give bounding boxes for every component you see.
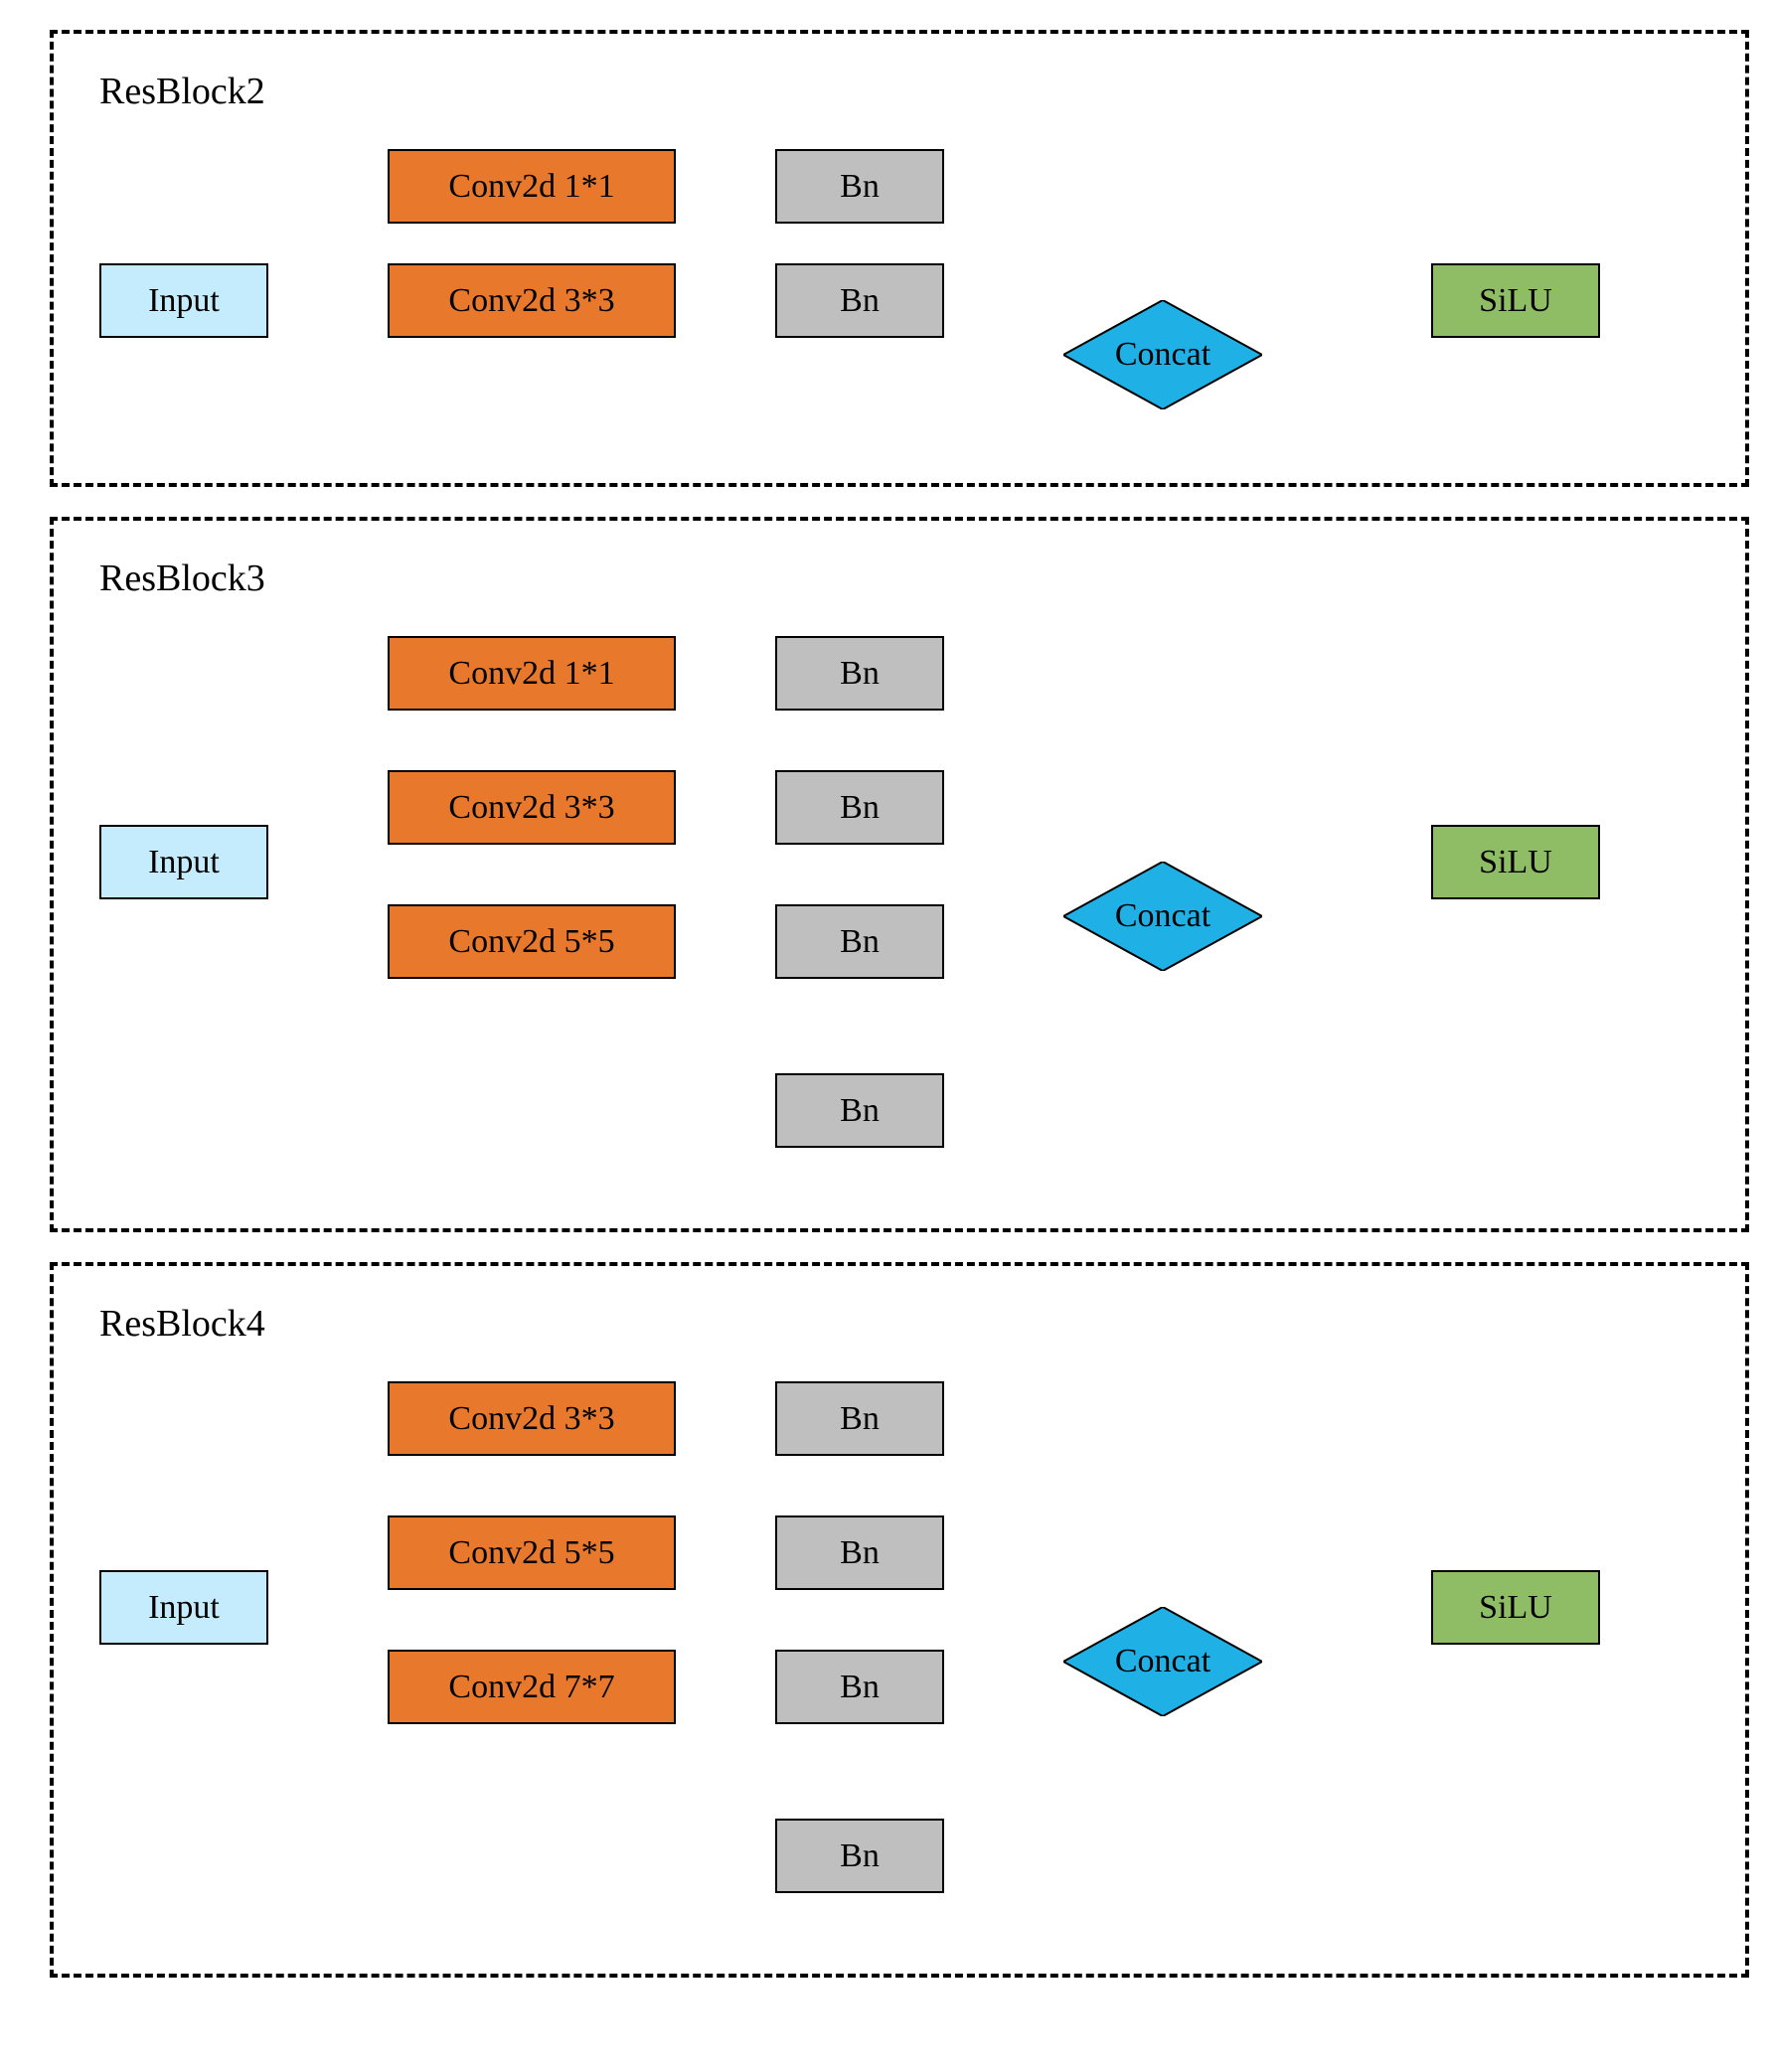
resblock4-bn-1: Bn — [775, 1515, 944, 1590]
resblock2-panel — [50, 30, 1749, 487]
resblock4-concat: Concat — [1063, 1607, 1262, 1716]
resblock4-input: Input — [99, 1570, 268, 1645]
resblock3-title: ResBlock3 — [99, 557, 265, 600]
resblock3-input: Input — [99, 825, 268, 899]
resblock4-conv-0: Conv2d 3*3 — [388, 1381, 676, 1456]
resblock4-conv-2: Conv2d 7*7 — [388, 1650, 676, 1724]
resblock4-bn-skip: Bn — [775, 1819, 944, 1893]
resblock3-silu: SiLU — [1431, 825, 1600, 899]
resblock4-bn-0: Bn — [775, 1381, 944, 1456]
resblock2-silu: SiLU — [1431, 263, 1600, 338]
resblock3-conv-2: Conv2d 5*5 — [388, 904, 676, 979]
resblock2-input: Input — [99, 263, 268, 338]
resblock3-bn-skip: Bn — [775, 1073, 944, 1148]
resblock4-silu: SiLU — [1431, 1570, 1600, 1645]
resblock3-concat: Concat — [1063, 862, 1262, 971]
resblock4-conv-1: Conv2d 5*5 — [388, 1515, 676, 1590]
resblock2-title: ResBlock2 — [99, 70, 265, 113]
resblock2-conv-1: Conv2d 3*3 — [388, 263, 676, 338]
resblock2-conv-0: Conv2d 1*1 — [388, 149, 676, 224]
resblock4-title: ResBlock4 — [99, 1302, 265, 1346]
resblock4-bn-2: Bn — [775, 1650, 944, 1724]
resblock2-concat: Concat — [1063, 300, 1262, 409]
diagram-canvas: ResBlock2 Input Conv2d 1*1 Bn Conv2d 3*3 Bn C… — [20, 20, 1772, 2052]
resblock2-bn-1: Bn — [775, 263, 944, 338]
resblock2-bn-0: Bn — [775, 149, 944, 224]
resblock3-conv-1: Conv2d 3*3 — [388, 770, 676, 845]
resblock3-bn-0: Bn — [775, 636, 944, 711]
resblock3-bn-1: Bn — [775, 770, 944, 845]
resblock3-conv-0: Conv2d 1*1 — [388, 636, 676, 711]
resblock3-bn-2: Bn — [775, 904, 944, 979]
